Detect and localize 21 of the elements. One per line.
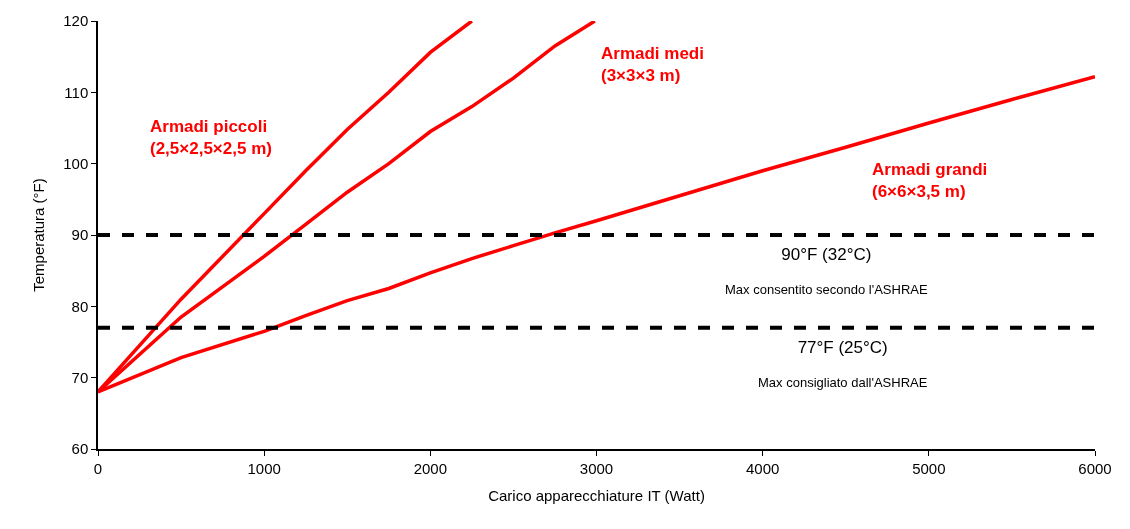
ref-line-label: 90°F (32°C) Max consentito secondo l'ASHRAE [725, 245, 928, 297]
y-tick-label: 90 [71, 226, 89, 244]
x-tick-label: 1000 [247, 459, 281, 477]
x-tick-label: 3000 [579, 459, 614, 477]
y-tick-label: 100 [63, 154, 89, 172]
y-tick-label: 70 [71, 368, 89, 386]
series-label: Armadi grandi (6×6×3,5 m) [872, 160, 988, 202]
ref-line-label: 77°F (25°C) Max consigliato dall'ASHRAE [758, 338, 928, 390]
y-tick-label: 110 [64, 83, 89, 101]
x-tick-label: 5000 [912, 459, 946, 477]
x-tick-label: 0 [93, 459, 103, 477]
y-axis-title: Temperatura (°F) [29, 178, 47, 292]
x-tick-label: 4000 [745, 459, 780, 477]
x-tick-label: 6000 [1078, 459, 1112, 477]
y-tick-label: 120 [63, 12, 89, 30]
y-tick-label: 60 [71, 440, 89, 458]
series-label: Armadi piccoli (2,5×2,5×2,5 m) [150, 117, 272, 159]
x-tick-label: 2000 [413, 459, 448, 477]
x-axis-title: Carico apparecchiature IT (Watt) [488, 487, 705, 505]
y-tick-label: 80 [71, 297, 89, 315]
series-label: Armadi medi (3×3×3 m) [601, 44, 704, 86]
